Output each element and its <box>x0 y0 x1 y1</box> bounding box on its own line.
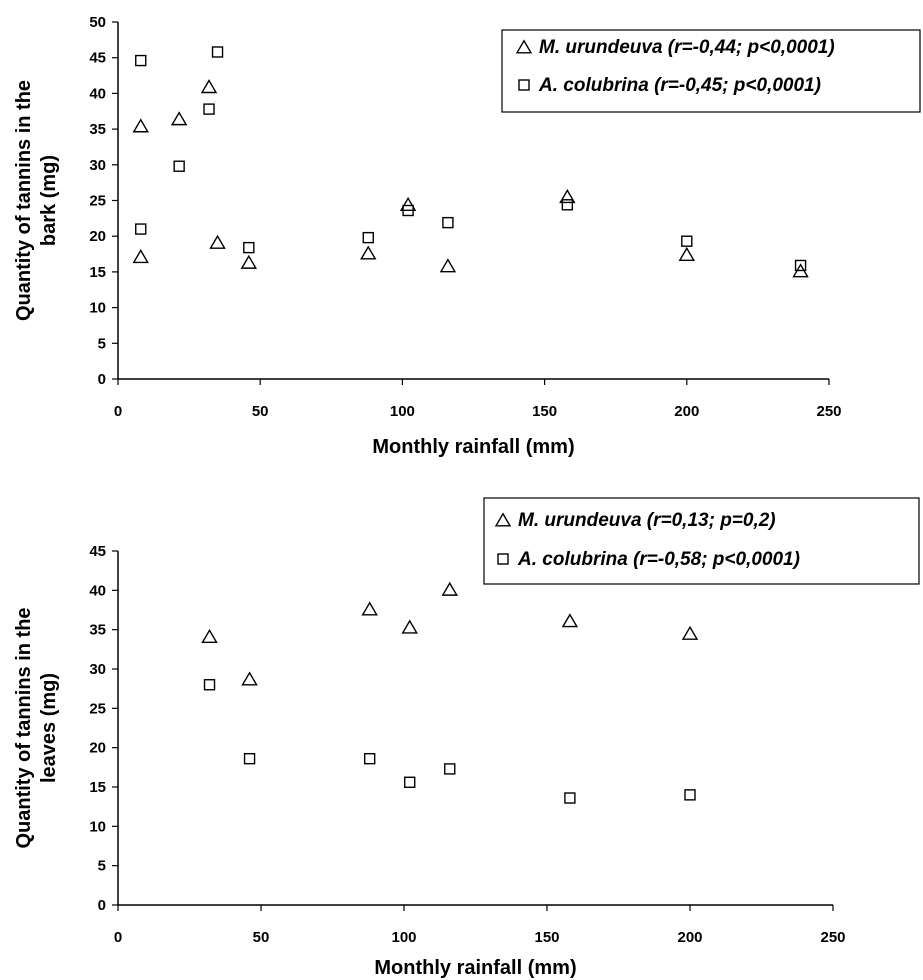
bark-tannin-chart: 0 5 10 15 20 25 30 35 40 45 50 0 50 100 150 200 250 Month… <box>13 14 921 458</box>
x-axis-title: Monthly rainfall (mm) <box>374 957 576 979</box>
data-point-square <box>135 54 147 67</box>
y-tick-label: 20 <box>89 740 106 757</box>
data-point-square <box>363 752 376 765</box>
leaves-tannin-chart: 0 5 10 15 20 25 30 35 40 45 0 50 100 150 200 250 Monthly… <box>13 497 920 979</box>
data-point-triangle <box>209 234 226 249</box>
data-point-square <box>362 231 374 244</box>
y-tick-label: 50 <box>89 14 106 31</box>
x-tick-label: 200 <box>674 403 699 420</box>
x-tick-label: 250 <box>820 929 845 946</box>
legend-box <box>501 29 921 113</box>
y-axis-title: Quantity of tannins in the bark (mg) <box>13 80 60 321</box>
legend: M. urundeuva (r=0,13; p=0,2) A. colubrina… <box>483 497 920 585</box>
data-point-square <box>203 103 215 115</box>
x-tick-label: 50 <box>253 929 270 946</box>
data-point-triangle <box>561 613 579 628</box>
data-point-triangle <box>441 581 458 596</box>
data-point-triangle <box>170 111 188 126</box>
legend-marker-square <box>497 553 509 565</box>
legend-box <box>483 497 920 585</box>
data-point-square <box>243 752 256 765</box>
data-point-triangle <box>399 196 417 211</box>
legend-marker-square <box>518 79 530 91</box>
y-tick-label: 40 <box>89 85 106 102</box>
data-point-triangle <box>241 671 258 686</box>
y-tick-label: 35 <box>89 622 106 639</box>
data-point-square <box>203 679 216 691</box>
data-point-triangle <box>132 118 149 133</box>
x-tick-label: 0 <box>114 403 122 420</box>
data-point-triangle <box>361 601 378 616</box>
data-point-triangle <box>439 258 457 273</box>
legend-entry-label: A. colubrina (r=-0,58; p<0,0001) <box>517 549 800 570</box>
data-point-triangle <box>401 619 418 634</box>
data-point-square <box>444 763 456 775</box>
y-tick-label: 35 <box>89 121 106 138</box>
y-tick-label: 5 <box>98 335 106 352</box>
y-tick-label: 25 <box>89 193 106 210</box>
y-tick-label: 0 <box>98 897 106 914</box>
y-axis-title-line: bark (mg) <box>38 155 60 246</box>
y-tick-label: 15 <box>89 264 106 281</box>
legend-entry-label: M. urundeuva (r=-0,44; p<0,0001) <box>539 37 835 58</box>
y-tick-label: 45 <box>89 50 106 67</box>
legend-marker-triangle <box>494 512 512 527</box>
y-tick-label: 15 <box>89 779 106 796</box>
x-tick-label: 100 <box>391 929 416 946</box>
y-tick-label: 20 <box>89 228 106 245</box>
data-point-square <box>404 776 416 788</box>
data-point-square <box>561 199 574 211</box>
x-tick-label: 100 <box>390 403 415 420</box>
legend: M. urundeuva (r=-0,44; p<0,0001) A. colub… <box>501 29 921 113</box>
data-point-square <box>684 789 696 801</box>
data-point-square <box>243 241 255 254</box>
y-tick-label: 40 <box>89 582 106 599</box>
data-point-triangle <box>200 79 218 94</box>
legend-entry-label: M. urundeuva (r=0,13; p=0,2) <box>518 510 776 531</box>
series-m-urundeuva <box>201 581 699 686</box>
data-point-triangle <box>360 245 377 260</box>
data-point-square <box>442 216 454 229</box>
y-axis-title-line: Quantity of tannins in the <box>13 80 35 321</box>
y-tick-label: 5 <box>98 858 106 875</box>
data-point-square <box>173 160 185 172</box>
data-point-triangle <box>132 249 149 264</box>
y-tick-label: 10 <box>89 300 106 317</box>
data-point-square <box>402 204 414 217</box>
y-axis-title: Quantity of tannins in the leaves (mg) <box>13 607 60 848</box>
data-point-square <box>564 792 576 804</box>
y-axis-title-line: Quantity of tannins in the <box>13 607 35 848</box>
data-point-triangle <box>678 246 696 261</box>
data-point-square <box>211 46 224 58</box>
series-a-colubrina <box>135 46 807 272</box>
data-point-square <box>681 235 693 247</box>
x-axis-title: Monthly rainfall (mm) <box>372 436 574 458</box>
x-tick-label: 50 <box>252 403 269 420</box>
data-point-triangle <box>559 189 576 204</box>
data-point-triangle <box>240 254 258 269</box>
data-point-square <box>135 223 147 235</box>
y-tick-label: 30 <box>89 157 106 174</box>
data-point-square <box>794 259 807 272</box>
y-tick-label: 0 <box>98 371 106 388</box>
y-tick-label: 25 <box>89 700 106 717</box>
x-tick-label: 250 <box>816 403 841 420</box>
y-tick-label: 10 <box>89 818 106 835</box>
data-point-triangle <box>681 625 699 640</box>
legend-entry-label: A. colubrina (r=-0,45; p<0,0001) <box>538 75 821 96</box>
y-tick-label: 30 <box>89 661 106 678</box>
y-axis-title-line: leaves (mg) <box>38 673 60 783</box>
legend-marker-triangle <box>515 39 533 54</box>
x-tick-label: 150 <box>532 403 557 420</box>
y-tick-label: 45 <box>89 543 106 560</box>
series-a-colubrina <box>203 679 696 804</box>
x-tick-label: 200 <box>677 929 702 946</box>
x-tick-label: 0 <box>114 929 122 946</box>
data-point-triangle <box>201 628 218 644</box>
x-tick-label: 150 <box>534 929 559 946</box>
